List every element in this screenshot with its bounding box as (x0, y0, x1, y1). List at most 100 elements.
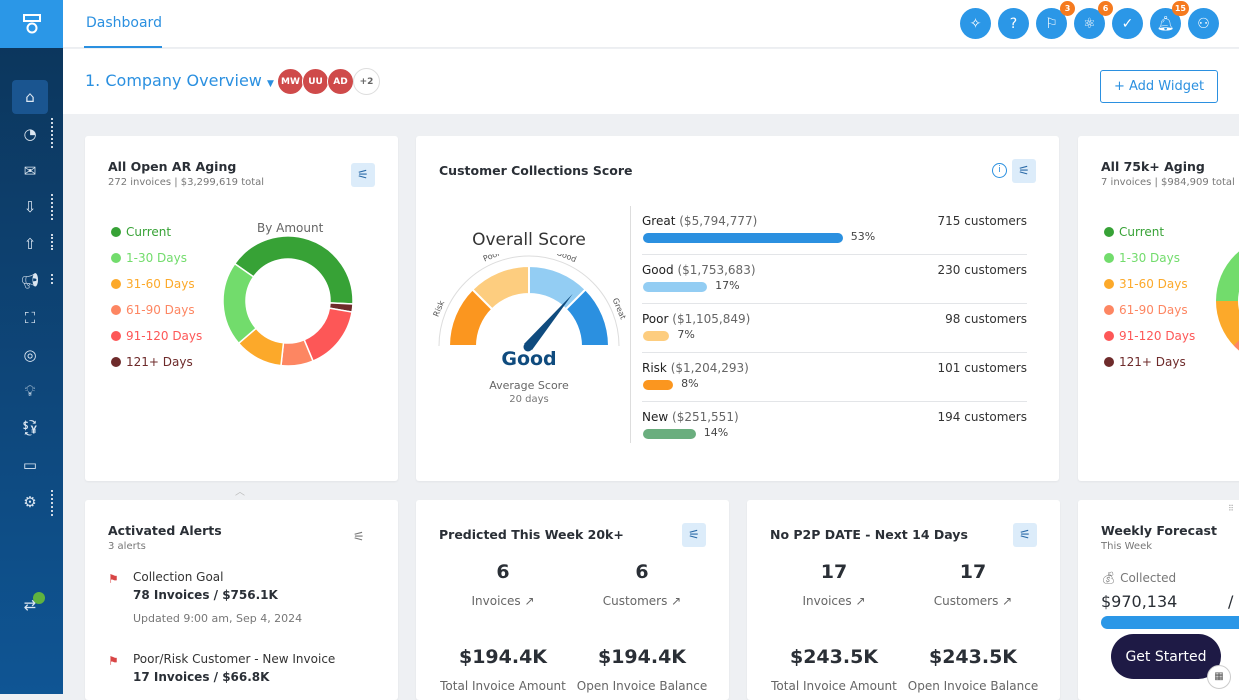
invoices-link[interactable]: Invoices ↗ (471, 594, 535, 608)
gauge-label: Poor (482, 254, 502, 263)
more-users[interactable]: +2 (353, 68, 380, 95)
lightbulb-icon[interactable]: 💡︎ (24, 382, 36, 401)
help-button[interactable]: ? (998, 8, 1029, 39)
legend-item[interactable]: 1-30 Days (111, 251, 187, 265)
atom-button[interactable]: ⚛ 6 (1074, 1, 1113, 39)
legend-item[interactable]: 121+ Days (111, 355, 193, 369)
score-row-good[interactable]: Good ($1,753,683) 230 customers 17% (642, 255, 1027, 304)
score-name: Great ($5,794,777) (642, 214, 758, 228)
score-bar (643, 429, 696, 439)
customers-link[interactable]: Customers ↗ (933, 594, 1013, 608)
legend-item[interactable]: 91-120 Days (111, 329, 202, 343)
widget-subtitle: This Week (1101, 541, 1153, 552)
atom-icon: ⚛ (1083, 15, 1096, 32)
score-row-new[interactable]: New ($251,551) 194 customers 14% (642, 402, 1027, 451)
customer-count: 101 customers (937, 361, 1027, 375)
donut-chart (222, 235, 354, 367)
legend-item[interactable]: 61-90 Days (1104, 303, 1188, 317)
alert-item[interactable]: ⚑ Collection Goal 78 Invoices / $756.1K … (108, 570, 302, 625)
nop2p-widget: No P2P DATE - Next 14 Days ⚟ 17 17 Invoi… (747, 500, 1060, 700)
legend-item[interactable]: 121+ Days (1104, 355, 1186, 369)
collapse-chevron[interactable]: ︿ (235, 487, 245, 498)
score-bar (643, 380, 674, 390)
mail-icon[interactable]: ✉ (23, 161, 37, 180)
tab-dashboard[interactable]: Dashboard (84, 0, 162, 48)
overall-score-title: Overall Score (472, 230, 586, 250)
filter-button[interactable]: ⚟ (353, 530, 365, 545)
legend-dot (111, 253, 121, 263)
legend-item[interactable]: 31-60 Days (111, 277, 195, 291)
info-icon[interactable]: i (992, 163, 1007, 178)
alert-item[interactable]: ⚑ Poor/Risk Customer - New Invoice 17 In… (108, 652, 335, 684)
legend-item[interactable]: 61-90 Days (111, 303, 195, 317)
filter-button[interactable]: ⚟ (1013, 523, 1037, 547)
legend-item[interactable]: Current (111, 225, 171, 239)
score-value: Good (501, 348, 557, 370)
donut-slice-1-30-days[interactable] (222, 262, 258, 345)
legend-dot (1104, 357, 1114, 367)
flag-icon: ⚑ (108, 572, 119, 586)
total-invoice-amount: $243.5K (789, 646, 879, 668)
score-name: New ($251,551) (642, 410, 739, 424)
user-button[interactable]: ⚇ (1188, 8, 1219, 39)
gear-icon[interactable]: ⚙ (23, 492, 37, 511)
get-started-button[interactable]: Get Started (1111, 634, 1221, 679)
bell-button[interactable]: 🔔︎ 15 (1150, 1, 1189, 39)
legend-item[interactable]: 91-120 Days (1104, 329, 1195, 343)
forecast-progress-bar (1101, 616, 1239, 629)
score-row-poor[interactable]: Poor ($1,105,849) 98 customers 7% (642, 304, 1027, 353)
add-widget-button[interactable]: + Add Widget (1100, 70, 1218, 103)
flag-button[interactable]: ⚐ 3 (1036, 1, 1075, 39)
widget-subtitle: 272 invoices | $3,299,619 total (108, 177, 265, 188)
workflow-icon[interactable]: ⛶ (24, 308, 36, 327)
donut-slice-current[interactable] (233, 235, 354, 305)
total-invoice-amount: $194.4K (458, 646, 548, 668)
legend-item[interactable]: 1-30 Days (1104, 251, 1180, 265)
customer-count: 715 customers (937, 214, 1027, 228)
legend-label: 61-90 Days (126, 303, 195, 317)
customers-link[interactable]: Customers ↗ (602, 594, 682, 608)
logo[interactable] (0, 0, 63, 48)
filter-button[interactable]: ⚟ (682, 523, 706, 547)
money-bag-icon: 💰︎ (1101, 571, 1117, 585)
speedometer-icon[interactable]: ◔ (23, 124, 37, 143)
donut-slice-91-120-days[interactable] (303, 307, 353, 362)
legend-item[interactable]: Current (1104, 225, 1164, 239)
widget-title: Activated Alerts (108, 523, 222, 538)
check-icon: ✓ (1121, 15, 1134, 32)
sparkle-button[interactable]: ✧ (960, 8, 991, 39)
sync-icon[interactable]: ⇄ (12, 588, 48, 622)
currency-exchange-icon[interactable]: 💱︎ (20, 419, 40, 438)
score-name: Risk ($1,204,293) (642, 361, 749, 375)
dashboard-selector[interactable]: 1. Company Overview ▼ (85, 71, 274, 90)
notification-badge: 15 (1171, 1, 1189, 16)
avatar[interactable]: UU (302, 68, 329, 95)
donut-chart-partial (1216, 236, 1239, 366)
megaphone-icon[interactable]: 📢︎ (20, 272, 40, 290)
invoices-link[interactable]: Invoices ↗ (802, 594, 866, 608)
legend-item[interactable]: 31-60 Days (1104, 277, 1188, 291)
gauge-outline (438, 255, 620, 347)
payment-card-icon[interactable]: ▭ (22, 456, 38, 474)
open-invoice-balance: $243.5K (928, 646, 1018, 668)
open-balance-label: Open Invoice Balance (907, 679, 1039, 693)
gauge-needle (524, 293, 573, 350)
avatar[interactable]: AD (327, 68, 354, 95)
download-dollar-icon[interactable]: ⇩ (23, 198, 37, 217)
score-row-great[interactable]: Great ($5,794,777) 715 customers 53% (642, 206, 1027, 255)
target-icon[interactable]: ◎ (23, 345, 37, 364)
filter-button[interactable]: ⚟ (351, 163, 375, 187)
drag-handle[interactable]: ⠿ (1228, 504, 1234, 513)
invoice-count: 6 (496, 561, 510, 583)
filter-button[interactable]: ⚟ (1012, 159, 1036, 183)
widget-title: Customer Collections Score (439, 163, 633, 178)
score-row-risk[interactable]: Risk ($1,204,293) 101 customers 8% (642, 353, 1027, 402)
avatar[interactable]: MW (277, 68, 304, 95)
upload-dollar-icon[interactable]: ⇧ (23, 235, 37, 254)
home-icon[interactable]: ⌂ (12, 80, 48, 114)
grid-icon[interactable]: ▦ (1207, 665, 1231, 689)
check-button[interactable]: ✓ (1112, 8, 1143, 39)
score-bar (643, 282, 708, 292)
widget-title: Predicted This Week 20k+ (439, 527, 624, 542)
customer-count: 17 (959, 561, 987, 583)
